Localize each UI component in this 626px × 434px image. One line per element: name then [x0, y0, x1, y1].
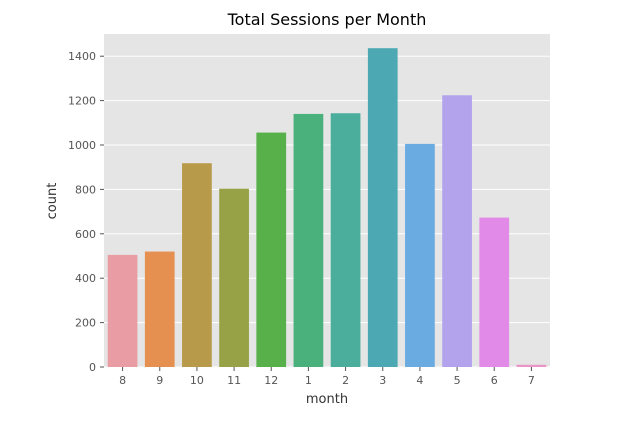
bar-month-4	[405, 143, 435, 367]
gridlines	[104, 55, 550, 368]
bar-month-5	[442, 95, 472, 367]
bar-month-1	[293, 113, 324, 367]
y-tick-label: 600	[75, 228, 96, 241]
x-tick-label: 4	[416, 374, 423, 387]
x-tick-label: 7	[528, 374, 535, 387]
bar-month-2	[330, 113, 361, 367]
x-tick-label: 12	[264, 374, 278, 387]
bar-month-6	[479, 217, 510, 367]
bar-month-9	[144, 251, 175, 367]
x-tick-label: 10	[190, 374, 204, 387]
bar-month-12	[256, 132, 287, 367]
x-tick-label: 9	[156, 374, 163, 387]
y-axis-ticks: 0 200 400 600 800 1000 1200 1400	[68, 50, 104, 374]
x-tick-label: 11	[227, 374, 241, 387]
y-tick-label: 0	[89, 361, 96, 374]
plot-area	[104, 34, 550, 367]
bar-month-11	[219, 188, 249, 367]
y-tick-label: 1200	[68, 95, 96, 108]
x-tick-label: 1	[305, 374, 312, 387]
x-tick-label: 5	[454, 374, 461, 387]
y-tick-label: 1000	[68, 139, 96, 152]
x-axis-label: month	[306, 392, 348, 407]
x-tick-label: 6	[491, 374, 498, 387]
y-tick-label: 200	[75, 317, 96, 330]
y-tick-label: 1400	[68, 50, 96, 63]
bar-month-10	[182, 163, 212, 367]
bars	[107, 48, 547, 367]
bar-month-8	[107, 254, 138, 367]
chart-title: Total Sessions per Month	[227, 10, 427, 29]
y-axis-label: count	[45, 183, 60, 220]
x-tick-label: 3	[379, 374, 386, 387]
y-tick-label: 800	[75, 183, 96, 196]
y-tick-label: 400	[75, 272, 96, 285]
x-tick-label: 8	[119, 374, 126, 387]
bar-month-3	[367, 48, 398, 367]
bar-month-7	[516, 364, 547, 367]
x-tick-label: 2	[342, 374, 349, 387]
x-axis-ticks: 8 9 10 11 12 1 2 3 4 5 6 7	[119, 367, 535, 387]
